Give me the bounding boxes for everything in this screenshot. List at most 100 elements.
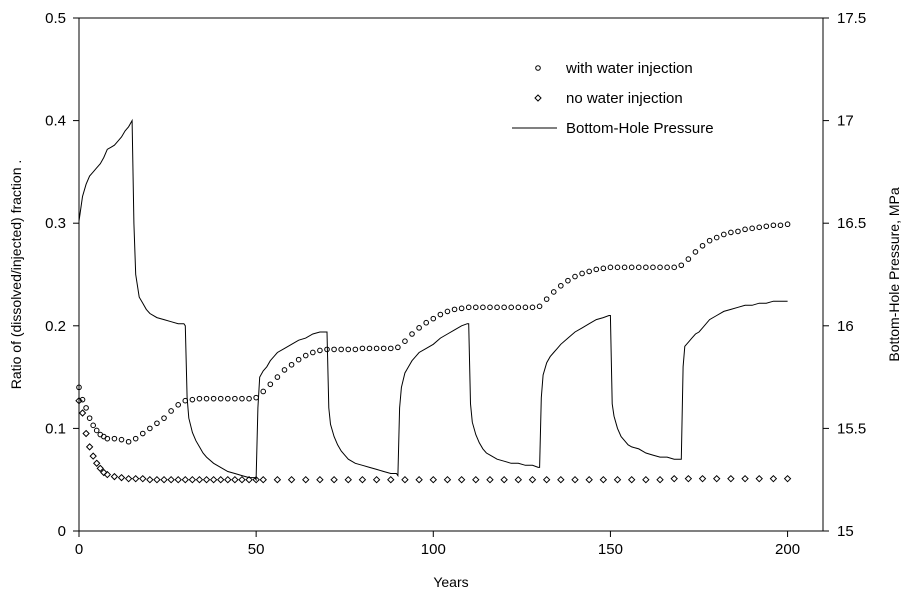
data-point-diamond bbox=[443, 475, 452, 484]
data-point-circle bbox=[763, 223, 770, 230]
y-right-axis-title: Bottom-Hole Pressure, MPa bbox=[886, 187, 902, 361]
data-point-diamond bbox=[124, 474, 133, 483]
data-point-circle bbox=[628, 264, 635, 271]
data-point-diamond bbox=[96, 464, 104, 473]
data-point-diamond bbox=[131, 474, 140, 483]
data-point-circle bbox=[416, 325, 422, 331]
data-point-circle bbox=[366, 345, 373, 352]
data-point-circle bbox=[423, 319, 430, 326]
data-point-circle bbox=[494, 304, 500, 311]
data-point-diamond bbox=[401, 475, 409, 484]
data-point-circle bbox=[139, 430, 146, 437]
data-point-circle bbox=[756, 224, 763, 231]
data-point-circle bbox=[664, 264, 670, 271]
data-point-circle bbox=[232, 395, 238, 402]
x-tick-label: 100 bbox=[421, 541, 446, 558]
data-point-circle bbox=[154, 420, 160, 427]
data-point-circle bbox=[543, 296, 550, 302]
data-point-circle bbox=[451, 306, 458, 313]
data-point-diamond bbox=[627, 475, 636, 484]
x-axis-title: Years bbox=[433, 574, 468, 590]
data-point-diamond bbox=[75, 396, 83, 405]
legend: with water injection no water injection Bo… bbox=[512, 60, 714, 137]
data-point-circle bbox=[246, 395, 252, 402]
data-point-diamond bbox=[613, 475, 622, 484]
data-point-diamond bbox=[415, 475, 423, 484]
data-point-circle bbox=[777, 222, 784, 229]
data-point-circle bbox=[600, 265, 607, 272]
data-point-diamond bbox=[372, 475, 381, 484]
data-point-circle bbox=[728, 229, 734, 236]
data-point-circle bbox=[430, 315, 437, 322]
data-point-circle bbox=[352, 346, 359, 353]
data-point-circle bbox=[508, 304, 515, 311]
data-point-diamond bbox=[89, 452, 97, 460]
data-point-diamond bbox=[93, 459, 101, 467]
y-right-tick-label: 16 bbox=[837, 318, 854, 335]
data-point-circle bbox=[402, 338, 408, 344]
data-point-circle bbox=[79, 396, 86, 403]
data-point-diamond bbox=[146, 475, 154, 484]
data-point-circle bbox=[713, 234, 720, 241]
data-point-circle bbox=[685, 256, 692, 262]
data-point-circle bbox=[253, 394, 259, 401]
data-point-circle bbox=[175, 402, 181, 408]
data-point-diamond bbox=[457, 475, 466, 484]
data-point-diamond bbox=[741, 474, 749, 483]
data-point-circle bbox=[295, 356, 302, 363]
data-point-circle bbox=[395, 344, 401, 351]
data-point-diamond bbox=[698, 474, 707, 483]
y-right-tick-label: 17 bbox=[837, 113, 854, 130]
y-left-axis-title: Ratio of (dissolved/injected) fraction . bbox=[8, 160, 24, 390]
data-point-circle bbox=[784, 221, 791, 228]
data-point-diamond bbox=[188, 475, 197, 484]
data-point-circle bbox=[643, 264, 649, 271]
y-right-tick-label: 16.5 bbox=[837, 215, 866, 232]
data-point-circle bbox=[90, 422, 96, 429]
data-point-circle bbox=[501, 304, 507, 311]
y-left-tick-label: 0.4 bbox=[45, 113, 66, 130]
data-point-diamond bbox=[429, 475, 437, 484]
data-point-diamond bbox=[599, 475, 608, 484]
data-point-diamond bbox=[783, 474, 792, 483]
data-point-diamond bbox=[316, 475, 324, 484]
legend-diamond-marker bbox=[534, 94, 542, 102]
data-point-circle bbox=[288, 361, 295, 368]
y-left-tick-label: 0.5 bbox=[45, 10, 66, 27]
data-point-circle bbox=[317, 347, 323, 354]
data-point-circle bbox=[217, 395, 224, 402]
data-point-diamond bbox=[557, 475, 565, 484]
data-point-circle bbox=[147, 425, 153, 432]
data-point-circle bbox=[437, 311, 444, 318]
pressure-line bbox=[78, 118, 788, 482]
data-point-circle bbox=[558, 282, 564, 289]
data-point-circle bbox=[706, 237, 713, 244]
data-point-diamond bbox=[85, 443, 94, 451]
data-point-circle bbox=[359, 345, 366, 352]
data-point-diamond bbox=[486, 475, 494, 484]
data-point-circle bbox=[699, 242, 706, 249]
data-point-circle bbox=[409, 331, 415, 337]
data-point-circle bbox=[239, 395, 245, 402]
data-point-diamond bbox=[110, 472, 119, 481]
data-point-circle bbox=[678, 262, 685, 269]
data-point-circle bbox=[550, 289, 557, 295]
data-point-diamond bbox=[684, 474, 693, 483]
x-tick-label: 150 bbox=[598, 541, 623, 558]
data-point-diamond bbox=[642, 475, 650, 484]
data-point-diamond bbox=[358, 475, 367, 484]
y-right-tick-label: 15 bbox=[837, 523, 854, 540]
data-point-diamond bbox=[713, 474, 721, 483]
series-bottom-hole-pressure bbox=[78, 118, 788, 482]
data-point-diamond bbox=[217, 475, 225, 484]
legend-label: with water injection bbox=[565, 60, 693, 77]
data-point-diamond bbox=[209, 475, 218, 484]
data-point-circle bbox=[749, 225, 755, 232]
data-point-diamond bbox=[500, 475, 508, 484]
data-point-diamond bbox=[82, 429, 90, 438]
data-point-circle bbox=[302, 352, 309, 359]
data-point-circle bbox=[458, 305, 465, 312]
ticks: 0 50 100 150 200 0 0.1 0.2 0.3 0.4 0.5 15 15.5 16 16.5… bbox=[45, 10, 866, 558]
data-point-circle bbox=[529, 304, 536, 311]
